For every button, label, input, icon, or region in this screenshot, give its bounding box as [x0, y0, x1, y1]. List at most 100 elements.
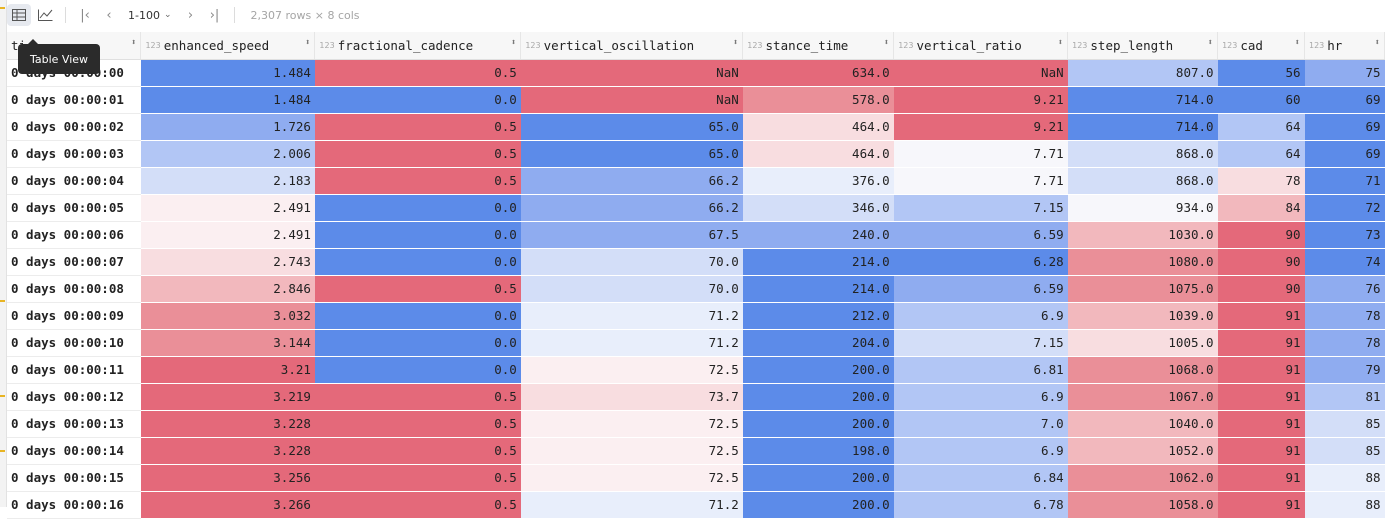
table-cell[interactable]: 200.0 — [742, 356, 894, 384]
table-cell[interactable]: 3.266 — [140, 491, 315, 519]
table-cell[interactable]: 71 — [1304, 167, 1385, 195]
table-cell[interactable]: 0.5 — [314, 464, 521, 492]
table-cell[interactable]: 91 — [1217, 491, 1305, 519]
table-cell[interactable]: 2.491 — [140, 221, 315, 249]
table-cell[interactable]: 3.21 — [140, 356, 315, 384]
table-cell[interactable]: 0.5 — [314, 410, 521, 438]
table-cell[interactable]: 90 — [1217, 221, 1305, 249]
table-cell[interactable]: 0.5 — [314, 383, 521, 411]
table-cell[interactable]: 0.5 — [314, 167, 521, 195]
table-cell[interactable]: 204.0 — [742, 329, 894, 357]
table-cell[interactable]: 85 — [1304, 410, 1385, 438]
table-cell[interactable]: 71.2 — [520, 491, 743, 519]
table-cell[interactable]: 6.9 — [893, 437, 1068, 465]
table-cell[interactable]: 0.0 — [314, 356, 521, 384]
table-cell[interactable]: 0.5 — [314, 140, 521, 168]
table-cell[interactable]: 2.846 — [140, 275, 315, 303]
table-cell[interactable]: 6.28 — [893, 248, 1068, 276]
table-cell[interactable]: 79 — [1304, 356, 1385, 384]
table-cell[interactable]: 85 — [1304, 437, 1385, 465]
table-cell[interactable]: 73 — [1304, 221, 1385, 249]
table-cell[interactable]: 56 — [1217, 59, 1305, 87]
table-cell[interactable]: 346.0 — [742, 194, 894, 222]
table-cell[interactable]: 72.5 — [520, 437, 743, 465]
sort-icon[interactable]: ⬍ — [883, 37, 890, 48]
table-cell[interactable]: 0.5 — [314, 275, 521, 303]
table-cell[interactable]: 7.71 — [893, 167, 1068, 195]
table-view-button[interactable] — [7, 4, 31, 26]
table-cell[interactable]: 6.59 — [893, 221, 1068, 249]
table-cell[interactable]: 2.491 — [140, 194, 315, 222]
table-cell[interactable]: 3.144 — [140, 329, 315, 357]
index-cell[interactable]: 0 days 00:00:14 — [7, 437, 141, 465]
table-cell[interactable]: 3.228 — [140, 410, 315, 438]
next-page-button[interactable]: › — [180, 4, 202, 26]
table-cell[interactable]: 200.0 — [742, 491, 894, 519]
table-cell[interactable]: 807.0 — [1067, 59, 1218, 87]
table-cell[interactable]: 634.0 — [742, 59, 894, 87]
table-cell[interactable]: 6.81 — [893, 356, 1068, 384]
column-header[interactable]: 123 enhanced_speed ⬍ — [140, 32, 316, 60]
index-cell[interactable]: 0 days 00:00:16 — [7, 491, 141, 519]
table-cell[interactable]: 90 — [1217, 275, 1305, 303]
table-cell[interactable]: 6.59 — [893, 275, 1068, 303]
table-cell[interactable]: 64 — [1217, 113, 1305, 141]
table-cell[interactable]: NaN — [520, 86, 743, 114]
table-cell[interactable]: 69 — [1304, 113, 1385, 141]
table-cell[interactable]: 7.0 — [893, 410, 1068, 438]
table-cell[interactable]: 72.5 — [520, 464, 743, 492]
table-cell[interactable]: 88 — [1304, 491, 1385, 519]
column-header[interactable]: 123 cad ⬍ — [1217, 32, 1305, 60]
table-cell[interactable]: 3.219 — [140, 383, 315, 411]
table-cell[interactable]: 1075.0 — [1067, 275, 1218, 303]
last-page-button[interactable]: ›| — [204, 4, 226, 26]
table-cell[interactable]: 0.5 — [314, 491, 521, 519]
index-cell[interactable]: 0 days 00:00:03 — [7, 140, 141, 168]
table-cell[interactable]: 1062.0 — [1067, 464, 1218, 492]
table-cell[interactable]: NaN — [520, 59, 743, 87]
table-cell[interactable]: 91 — [1217, 383, 1305, 411]
table-cell[interactable]: 1040.0 — [1067, 410, 1218, 438]
table-cell[interactable]: 0.0 — [314, 221, 521, 249]
table-cell[interactable]: 0.5 — [314, 113, 521, 141]
index-cell[interactable]: 0 days 00:00:10 — [7, 329, 141, 357]
table-cell[interactable]: 91 — [1217, 356, 1305, 384]
index-cell[interactable]: 0 days 00:00:11 — [7, 356, 141, 384]
table-cell[interactable]: 868.0 — [1067, 167, 1218, 195]
table-cell[interactable]: 78 — [1217, 167, 1305, 195]
column-header[interactable]: 123 step_length ⬍ — [1067, 32, 1219, 60]
table-cell[interactable]: 65.0 — [520, 140, 743, 168]
table-cell[interactable]: 6.78 — [893, 491, 1068, 519]
prev-page-button[interactable]: ‹ — [98, 4, 120, 26]
table-cell[interactable]: 71.2 — [520, 302, 743, 330]
table-cell[interactable]: 70.0 — [520, 248, 743, 276]
table-cell[interactable]: 7.15 — [893, 194, 1068, 222]
table-cell[interactable]: 1005.0 — [1067, 329, 1218, 357]
table-cell[interactable]: 90 — [1217, 248, 1305, 276]
table-cell[interactable]: 65.0 — [520, 113, 743, 141]
table-cell[interactable]: 76 — [1304, 275, 1385, 303]
sort-icon[interactable]: ⬍ — [732, 37, 739, 48]
table-cell[interactable]: 0.5 — [314, 59, 521, 87]
table-cell[interactable]: 1080.0 — [1067, 248, 1218, 276]
table-cell[interactable]: 240.0 — [742, 221, 894, 249]
column-header[interactable]: 123 fractional_cadence ⬍ — [314, 32, 522, 60]
table-cell[interactable]: 376.0 — [742, 167, 894, 195]
table-cell[interactable]: 1.484 — [140, 86, 315, 114]
index-cell[interactable]: 0 days 00:00:06 — [7, 221, 141, 249]
index-cell[interactable]: 0 days 00:00:15 — [7, 464, 141, 492]
table-cell[interactable]: 91 — [1217, 302, 1305, 330]
table-cell[interactable]: 934.0 — [1067, 194, 1218, 222]
sort-icon[interactable]: ⬍ — [1057, 37, 1064, 48]
table-cell[interactable]: 71.2 — [520, 329, 743, 357]
table-cell[interactable]: 714.0 — [1067, 113, 1218, 141]
table-cell[interactable]: 7.15 — [893, 329, 1068, 357]
index-cell[interactable]: 0 days 00:00:02 — [7, 113, 141, 141]
table-cell[interactable]: 578.0 — [742, 86, 894, 114]
table-cell[interactable]: 91 — [1217, 437, 1305, 465]
table-cell[interactable]: 212.0 — [742, 302, 894, 330]
table-cell[interactable]: 9.21 — [893, 113, 1068, 141]
table-cell[interactable]: 3.256 — [140, 464, 315, 492]
table-cell[interactable]: 72.5 — [520, 356, 743, 384]
table-cell[interactable]: NaN — [893, 59, 1068, 87]
